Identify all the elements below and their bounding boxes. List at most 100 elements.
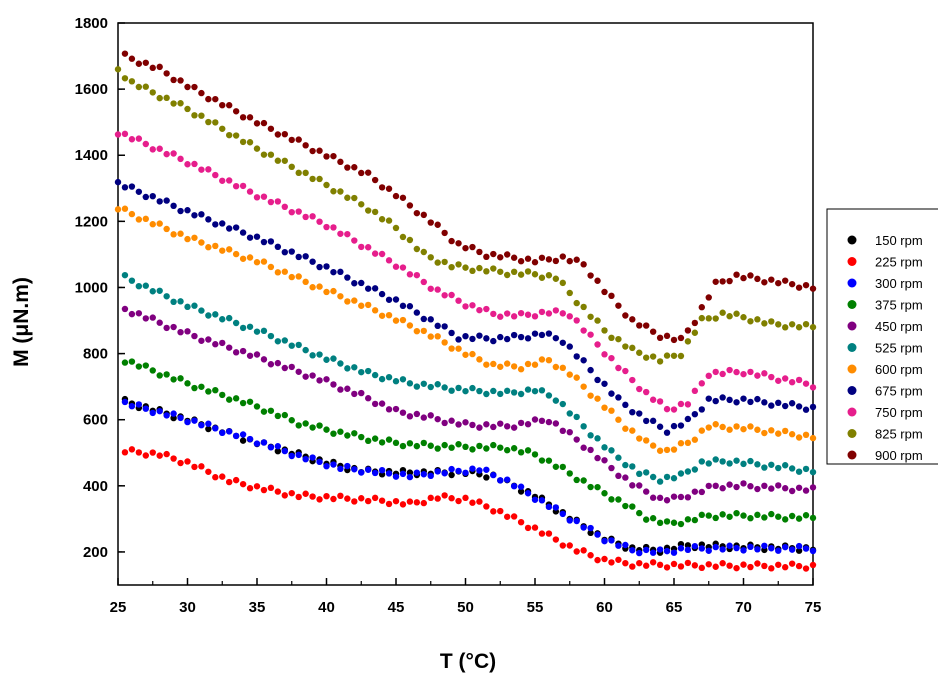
data-point [656, 334, 664, 342]
data-point [177, 230, 184, 237]
legend-marker [847, 429, 857, 438]
legend-marker [847, 278, 857, 288]
data-point [559, 510, 566, 518]
data-point [712, 456, 719, 463]
data-point [184, 83, 191, 91]
data-point [226, 428, 233, 435]
data-point [121, 205, 129, 212]
data-point [448, 465, 455, 473]
data-point [184, 418, 191, 426]
data-point [135, 216, 143, 223]
data-point [559, 427, 566, 435]
data-point [580, 357, 587, 364]
data-point [226, 131, 233, 139]
data-point [636, 482, 643, 489]
data-point [469, 384, 476, 392]
data-point [149, 64, 156, 72]
data-point [142, 315, 149, 322]
data-point [239, 347, 247, 355]
data-point [545, 503, 553, 511]
data-point [128, 403, 136, 410]
data-point [719, 458, 726, 465]
data-point [615, 542, 622, 549]
data-point [205, 336, 212, 343]
data-point [226, 344, 233, 351]
data-point [198, 239, 205, 246]
data-point [469, 302, 476, 309]
data-point [219, 391, 226, 399]
data-point [615, 472, 622, 480]
data-point [330, 495, 337, 503]
data-point [545, 457, 553, 464]
data-point [337, 492, 344, 500]
data-point [691, 542, 699, 550]
data-point [601, 555, 608, 563]
data-point [142, 140, 149, 148]
data-point [629, 427, 636, 434]
data-point [497, 420, 504, 427]
data-point [309, 147, 316, 155]
data-point [351, 430, 358, 437]
data-point [705, 372, 712, 380]
data-point [344, 365, 351, 372]
data-point [754, 461, 761, 468]
data-point [670, 493, 678, 500]
series-150-rpm [121, 395, 817, 556]
data-point [351, 194, 358, 202]
data-point [170, 298, 177, 306]
data-point [358, 368, 365, 376]
data-point [267, 484, 275, 492]
data-point [392, 263, 400, 270]
x-tick-label: 75 [805, 599, 822, 616]
data-point [566, 257, 573, 265]
data-point [462, 244, 469, 252]
data-point [163, 293, 170, 300]
data-point [809, 323, 817, 331]
data-point [636, 509, 643, 517]
data-point [427, 472, 434, 480]
data-point [316, 263, 323, 271]
data-point [191, 212, 198, 219]
data-point [775, 321, 782, 328]
data-point [490, 471, 497, 479]
data-point [698, 545, 705, 552]
data-point [330, 355, 337, 362]
series-600-rpm [114, 205, 817, 454]
data-point [163, 70, 170, 77]
data-point [420, 380, 427, 387]
data-point [191, 160, 198, 168]
data-point [538, 530, 546, 537]
data-point [274, 488, 282, 495]
data-point [448, 345, 455, 352]
data-point [622, 559, 629, 567]
data-point [719, 423, 726, 431]
data-point [476, 356, 483, 363]
data-point [128, 55, 136, 62]
data-point [809, 484, 817, 491]
x-axis-title: T (°C) [440, 650, 496, 673]
data-point [643, 437, 650, 444]
data-point [712, 543, 719, 551]
data-point [573, 436, 580, 443]
data-point [726, 366, 733, 374]
data-point [580, 547, 587, 554]
data-point [232, 395, 240, 402]
data-point [622, 312, 629, 319]
data-point [267, 263, 275, 271]
data-point [705, 460, 712, 467]
data-point [434, 495, 441, 502]
data-point [455, 441, 462, 448]
data-point [587, 483, 594, 491]
data-point [198, 166, 205, 173]
data-point [295, 273, 302, 280]
data-point [483, 253, 490, 261]
data-point [649, 396, 657, 403]
data-point [712, 397, 719, 405]
data-point [719, 560, 726, 567]
data-point [643, 388, 650, 396]
data-point [517, 390, 525, 398]
data-point [504, 387, 511, 395]
data-point [441, 229, 448, 237]
data-point [281, 248, 288, 256]
data-point [726, 481, 733, 488]
